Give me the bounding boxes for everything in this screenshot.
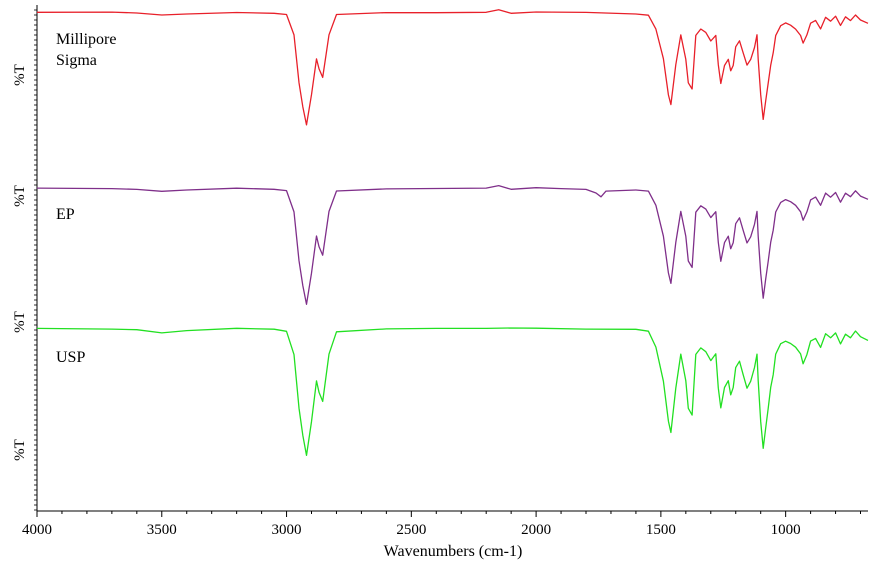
x-tick-label: 1500 xyxy=(646,522,676,538)
y-axis-label: %T xyxy=(12,311,28,333)
x-tick-label: 2500 xyxy=(396,522,426,538)
x-tick-label: 2000 xyxy=(521,522,551,538)
series-label: Sigma xyxy=(56,52,97,69)
y-axis-label: %T xyxy=(12,439,28,461)
series-labels: Millipore Sigma EP USP xyxy=(56,31,116,366)
series-line-3 xyxy=(36,327,869,457)
series-label: USP xyxy=(56,349,85,366)
series-label: Millipore xyxy=(56,31,116,48)
x-tick-label: 3500 xyxy=(147,522,177,538)
plot-frame xyxy=(34,5,868,512)
y-axis-label: %T xyxy=(12,64,28,86)
series-label: EP xyxy=(56,206,75,223)
series-line-2 xyxy=(36,184,869,305)
x-tick-label: 3000 xyxy=(272,522,302,538)
x-tick-label: 1000 xyxy=(771,522,801,538)
y-axis-label: %T xyxy=(12,185,28,207)
x-axis-title: Wavenumbers (cm-1) xyxy=(384,543,523,560)
x-tick-label: 4000 xyxy=(22,522,52,538)
y-axis-labels: %T %T %T %T xyxy=(12,64,28,461)
x-axis: 4000 3500 3000 2500 2000 1500 1000 xyxy=(22,511,862,538)
series-line-1 xyxy=(36,9,869,126)
series-layer xyxy=(36,9,869,457)
